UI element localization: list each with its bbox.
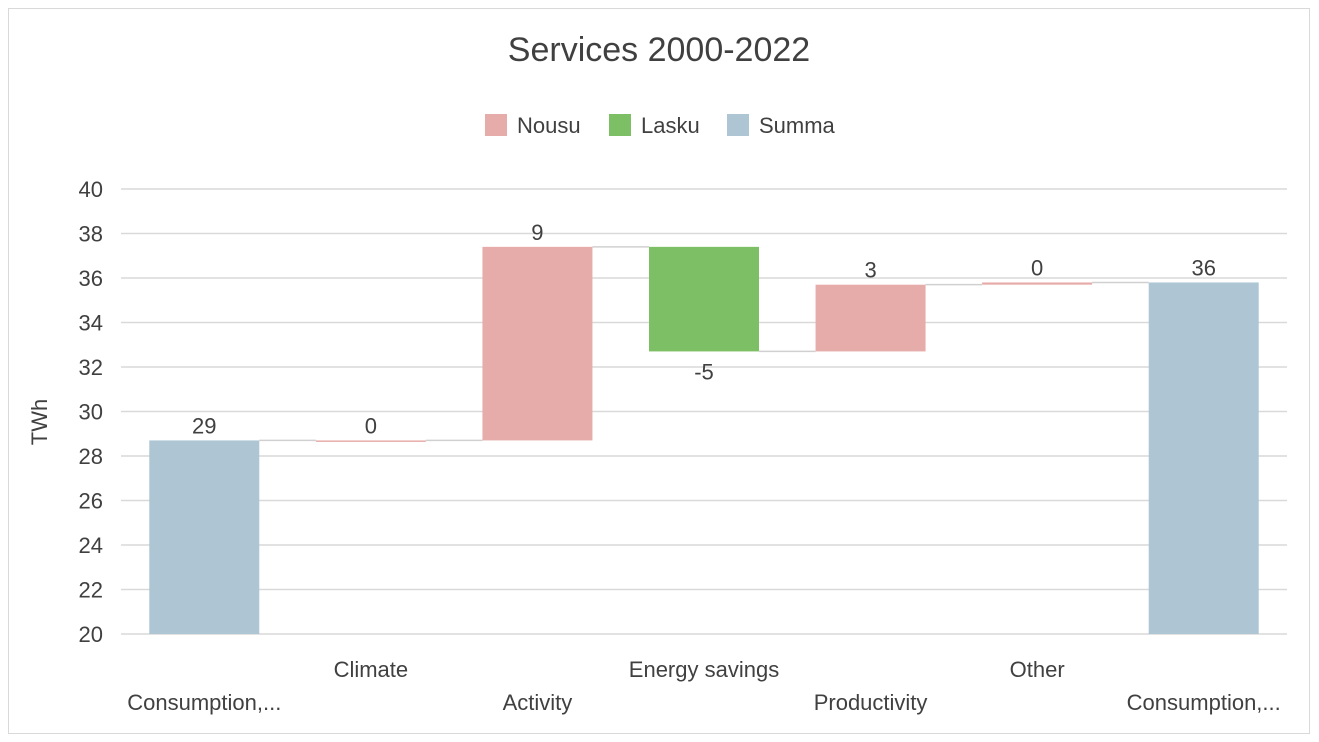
y-tick-label: 30 (79, 400, 103, 425)
y-tick-label: 38 (79, 222, 103, 247)
y-tick-label: 34 (79, 311, 103, 336)
bars (149, 246, 1259, 634)
x-axis-labels: Consumption,... Climate Activity Energy sav… (127, 657, 1281, 715)
connector-lines (259, 246, 1149, 442)
legend: Nousu Lasku Summa (485, 113, 836, 138)
data-label: 29 (192, 413, 216, 438)
data-label: 0 (1031, 255, 1043, 280)
y-axis-label: TWh (27, 399, 52, 445)
y-tick-label: 36 (79, 266, 103, 291)
x-tick-label: Energy savings (629, 657, 779, 682)
data-label: 9 (531, 220, 543, 245)
x-tick-label: Consumption,... (1127, 690, 1281, 715)
chart-title: Services 2000-2022 (508, 31, 810, 69)
legend-swatch (609, 114, 631, 136)
legend-item-lasku: Lasku (609, 113, 700, 138)
legend-label: Summa (759, 113, 836, 138)
bar-4 (649, 246, 759, 352)
legend-label: Nousu (517, 113, 581, 138)
y-tick-label: 28 (79, 444, 103, 469)
legend-label: Lasku (641, 113, 700, 138)
legend-item-nousu: Nousu (485, 113, 581, 138)
x-tick-label: Other (1010, 657, 1065, 682)
data-labels: 29 0 9 -5 3 0 36 (192, 220, 1216, 439)
chart-frame: Services 2000-2022 TWh Nousu Lasku Summa 2… (8, 8, 1310, 734)
bar-5 (815, 284, 926, 352)
x-tick-label: Climate (334, 657, 409, 682)
data-label: -5 (694, 359, 714, 384)
y-tick-label: 24 (79, 533, 103, 558)
legend-swatch (485, 114, 507, 136)
bar-6 (982, 282, 1093, 285)
y-tick-label: 20 (79, 622, 103, 647)
y-tick-label: 32 (79, 355, 103, 380)
waterfall-chart: Services 2000-2022 TWh Nousu Lasku Summa 2… (27, 31, 1287, 715)
y-tick-label: 26 (79, 489, 103, 514)
y-tick-label: 22 (79, 578, 103, 603)
x-tick-label: Consumption,... (127, 690, 281, 715)
data-label: 3 (864, 258, 876, 283)
legend-item-summa: Summa (727, 113, 836, 138)
legend-swatch (727, 114, 749, 136)
bar-3 (482, 246, 593, 441)
y-tick-label: 40 (79, 177, 103, 202)
data-label: 0 (365, 413, 377, 438)
data-label: 36 (1191, 255, 1215, 280)
bar-1 (149, 440, 260, 634)
bar-7 (1148, 282, 1259, 634)
x-tick-label: Productivity (814, 690, 928, 715)
y-axis-ticks: 20 22 24 26 28 30 32 34 36 38 40 (79, 177, 103, 647)
bar-2 (315, 440, 426, 442)
x-tick-label: Activity (503, 690, 573, 715)
